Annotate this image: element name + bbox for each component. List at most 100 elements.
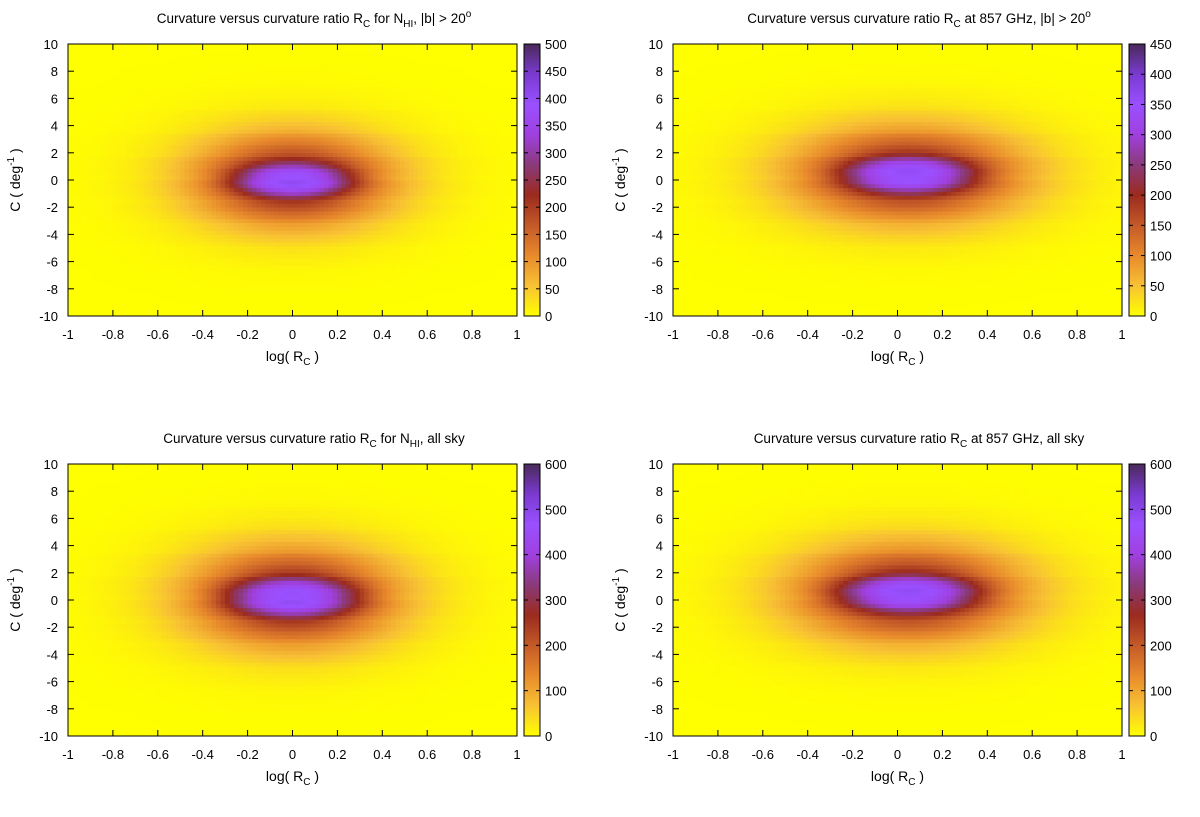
heatmap-cell [193, 121, 199, 126]
heatmap-cell [265, 187, 271, 192]
heatmap-cell [480, 203, 486, 208]
heatmap-cell [103, 276, 109, 282]
heatmap-cell [229, 276, 235, 282]
heatmap-cell [485, 175, 491, 181]
heatmap-cell [202, 261, 208, 266]
heatmap-cell [278, 273, 284, 278]
heatmap-cell [139, 288, 145, 293]
heatmap-cell [269, 137, 275, 142]
heatmap-cell [427, 156, 432, 161]
heatmap-cell [507, 265, 513, 270]
heatmap-cell [427, 253, 432, 259]
heatmap-cell [117, 280, 123, 286]
heatmap-cell [458, 175, 464, 181]
heatmap-cell [162, 179, 168, 185]
heatmap-cell [305, 148, 311, 154]
heatmap-cell [220, 199, 226, 204]
heatmap-cell [260, 241, 266, 247]
heatmap-cell [449, 183, 455, 189]
heatmap-cell [103, 175, 109, 181]
heatmap-cell [215, 203, 221, 208]
heatmap-cell [283, 253, 289, 259]
heatmap-cell [121, 308, 127, 313]
heatmap-cell [94, 284, 100, 290]
heatmap-cell [220, 121, 226, 126]
heatmap-cell [117, 311, 123, 317]
heatmap-cell [153, 292, 159, 297]
heatmap-cell [418, 133, 424, 138]
heatmap-cell [314, 137, 320, 142]
heatmap-cell [283, 284, 289, 290]
heatmap-cell [184, 288, 190, 293]
heatmap-cell [229, 191, 235, 196]
heatmap-cell [400, 269, 406, 274]
heatmap-cell [413, 300, 419, 305]
heatmap-cell [489, 241, 495, 247]
heatmap-cell [292, 253, 298, 259]
heatmap-cell [189, 168, 195, 173]
heatmap-cell [453, 183, 459, 189]
heatmap-cell [215, 234, 221, 239]
heatmap-cell [166, 160, 172, 165]
heatmap-cell [198, 164, 203, 169]
heatmap-cell [269, 288, 275, 293]
heatmap-cell [449, 241, 455, 247]
heatmap-cell [292, 160, 298, 165]
heatmap-cell [382, 226, 388, 231]
heatmap-cell [404, 191, 410, 196]
heatmap-cell [373, 129, 379, 134]
heatmap-cell [485, 156, 491, 161]
heatmap-cell [85, 125, 91, 130]
heatmap-cell [341, 214, 347, 220]
heatmap-cell [382, 183, 388, 189]
heatmap-cell [215, 288, 221, 293]
heatmap-cell [296, 296, 302, 301]
heatmap-cell [184, 191, 190, 196]
heatmap-cell [409, 214, 415, 220]
heatmap-cell [193, 276, 199, 282]
heatmap-cell [76, 137, 82, 142]
heatmap-cell [377, 203, 383, 208]
heatmap-cell [157, 210, 163, 216]
heatmap-cell [296, 129, 302, 134]
heatmap-cell [440, 137, 446, 142]
heatmap-cell [224, 125, 230, 130]
heatmap-cell [238, 288, 244, 293]
heatmap-cell [238, 253, 244, 259]
heatmap-cell [278, 304, 284, 309]
heatmap-cell [364, 261, 370, 266]
heatmap-cell [319, 308, 325, 313]
heatmap-cell [180, 296, 186, 301]
heatmap-cell [144, 304, 150, 309]
heatmap-cell [117, 218, 123, 224]
heatmap-cell [332, 284, 338, 290]
heatmap-cell [341, 179, 347, 185]
heatmap-cell [247, 183, 253, 189]
heatmap-cell [341, 311, 347, 317]
heatmap-cell [314, 311, 320, 317]
heatmap-cell [498, 195, 504, 200]
heatmap-cell [292, 245, 298, 251]
heatmap-cell [395, 280, 401, 286]
heatmap-cell [512, 284, 518, 290]
heatmap-cell [337, 207, 343, 212]
heatmap-cell [427, 133, 432, 138]
heatmap-cell [494, 222, 500, 227]
heatmap-cell [233, 164, 239, 169]
heatmap-cell [328, 304, 334, 309]
heatmap-cell [193, 152, 199, 157]
heatmap-cell [444, 276, 450, 282]
heatmap-cell [404, 284, 410, 290]
heatmap-cell [480, 172, 486, 177]
heatmap-cell [444, 172, 450, 177]
heatmap-cell [148, 148, 154, 154]
heatmap-cell [440, 300, 446, 305]
heatmap-cell [305, 187, 311, 192]
heatmap-cell [220, 183, 226, 189]
heatmap-cell [431, 160, 437, 165]
heatmap-cell [323, 168, 329, 173]
heatmap-cell [117, 284, 123, 290]
heatmap-cell [440, 129, 446, 134]
heatmap-cell [400, 226, 406, 231]
heatmap-cell [337, 183, 343, 189]
